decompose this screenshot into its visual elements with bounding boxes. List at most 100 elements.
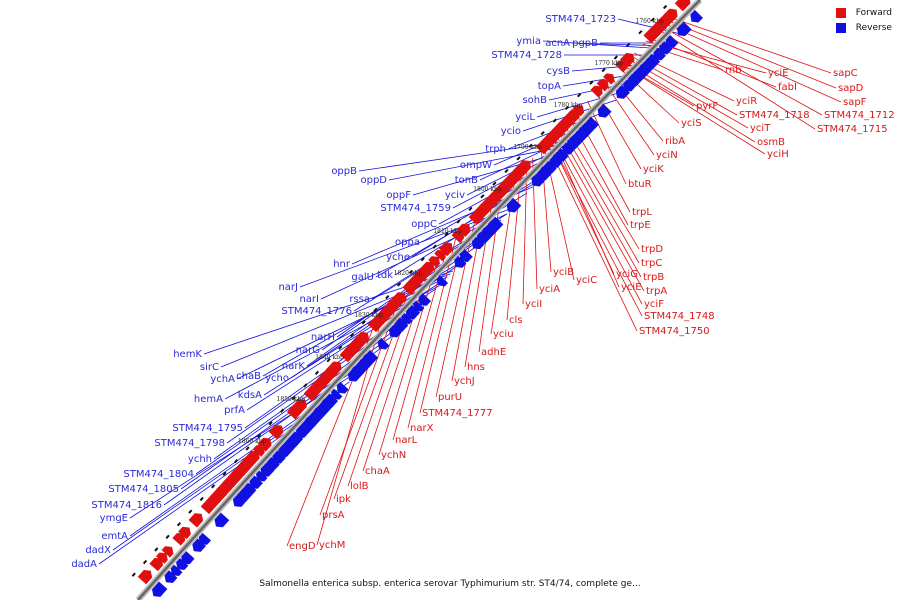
gene-label-reverse[interactable]: oppF bbox=[386, 190, 411, 201]
gene-label-reverse[interactable]: hnr bbox=[333, 259, 351, 270]
gene-label-reverse[interactable]: acnA bbox=[545, 38, 570, 49]
gene-label-reverse[interactable]: yciv bbox=[445, 190, 465, 201]
gene-label-forward[interactable]: yciA bbox=[539, 284, 560, 295]
gene-label-reverse[interactable]: yciL bbox=[515, 112, 535, 123]
gene-label-forward[interactable]: trpE bbox=[630, 220, 651, 231]
forward-gene[interactable] bbox=[421, 261, 435, 275]
gene-label-reverse[interactable]: STM474_1798 bbox=[154, 438, 225, 449]
gene-label-reverse[interactable]: STM474_1728 bbox=[491, 50, 562, 61]
gene-label-reverse[interactable]: trph bbox=[485, 144, 506, 155]
gene-label-forward[interactable]: yciT bbox=[750, 123, 771, 134]
gene-label-forward[interactable]: btuR bbox=[628, 179, 652, 190]
gene-label-reverse[interactable]: dadA bbox=[71, 559, 97, 570]
gene-label-forward[interactable]: trpB bbox=[643, 272, 664, 283]
forward-gene[interactable] bbox=[596, 79, 609, 92]
gene-label-forward[interactable]: yciC bbox=[576, 275, 597, 286]
gene-label-reverse[interactable]: cysB bbox=[547, 66, 571, 77]
reverse-gene[interactable] bbox=[255, 470, 268, 482]
reverse-gene[interactable] bbox=[336, 381, 349, 394]
gene-label-forward[interactable]: ribA bbox=[665, 136, 685, 147]
reverse-gene[interactable] bbox=[597, 103, 612, 118]
gene-label-reverse[interactable]: STM474_1816 bbox=[91, 500, 162, 511]
gene-label-reverse[interactable]: ychh bbox=[188, 454, 212, 465]
gene-label-forward[interactable]: trpD bbox=[641, 244, 663, 255]
gene-label-reverse[interactable]: emtA bbox=[101, 531, 128, 542]
forward-gene[interactable] bbox=[603, 73, 615, 85]
forward-gene[interactable] bbox=[674, 0, 691, 12]
gene-label-reverse[interactable]: STM474_1805 bbox=[108, 484, 179, 495]
gene-label-forward[interactable]: STM474_1718 bbox=[739, 110, 810, 121]
gene-label-reverse[interactable]: oppC bbox=[411, 219, 437, 230]
gene-label-reverse[interactable]: tdk bbox=[377, 270, 393, 281]
gene-label-forward[interactable]: sapC bbox=[833, 68, 858, 79]
reverse-gene[interactable] bbox=[192, 538, 207, 552]
reverse-gene[interactable] bbox=[377, 337, 390, 350]
reverse-gene[interactable] bbox=[249, 475, 263, 489]
gene-label-forward[interactable]: STM474_1777 bbox=[422, 408, 493, 419]
gene-label-reverse[interactable]: ychA bbox=[210, 374, 235, 385]
gene-label-reverse[interactable]: prfA bbox=[224, 405, 245, 416]
gene-label-forward[interactable]: ychM bbox=[319, 540, 345, 551]
reverse-gene[interactable] bbox=[170, 564, 183, 577]
reverse-gene[interactable] bbox=[289, 431, 304, 445]
reverse-gene[interactable] bbox=[214, 512, 230, 528]
gene-label-reverse[interactable]: sohB bbox=[522, 95, 547, 106]
gene-label-forward[interactable]: yciS bbox=[681, 118, 702, 129]
gene-label-reverse[interactable]: ompW bbox=[460, 160, 492, 171]
reverse-gene[interactable] bbox=[506, 197, 522, 213]
forward-gene[interactable] bbox=[268, 424, 284, 440]
forward-gene[interactable] bbox=[188, 513, 204, 528]
forward-gene[interactable] bbox=[137, 569, 153, 585]
gene-label-reverse[interactable]: sirC bbox=[200, 362, 219, 373]
forward-gene[interactable] bbox=[257, 437, 272, 452]
gene-label-forward[interactable]: yciE bbox=[768, 68, 789, 79]
forward-gene[interactable] bbox=[428, 256, 440, 268]
gene-label-forward[interactable]: trpC bbox=[641, 258, 662, 269]
forward-gene[interactable] bbox=[456, 223, 471, 238]
gene-label-forward[interactable]: yciR bbox=[736, 96, 757, 107]
gene-label-forward[interactable]: chaA bbox=[365, 466, 390, 477]
reverse-gene[interactable] bbox=[330, 388, 343, 400]
forward-gene[interactable] bbox=[619, 52, 635, 68]
gene-label-forward[interactable]: yciF bbox=[644, 299, 664, 310]
gene-label-forward[interactable]: yciI bbox=[525, 299, 542, 310]
gene-label-reverse[interactable]: narH bbox=[311, 332, 335, 343]
gene-label-forward[interactable]: engD bbox=[289, 541, 316, 552]
gene-label-forward[interactable]: yciE bbox=[621, 282, 642, 293]
reverse-gene[interactable] bbox=[665, 34, 679, 48]
gene-label-forward[interactable]: lolB bbox=[350, 481, 369, 492]
gene-label-forward[interactable]: sapF bbox=[843, 97, 867, 108]
gene-label-forward[interactable]: trpL bbox=[632, 207, 652, 218]
gene-label-reverse[interactable]: topA bbox=[538, 81, 561, 92]
forward-gene[interactable] bbox=[246, 450, 260, 464]
forward-gene[interactable] bbox=[155, 552, 168, 564]
gene-label-reverse[interactable]: ymia bbox=[516, 36, 541, 47]
gene-label-forward[interactable]: purU bbox=[438, 392, 462, 403]
gene-label-reverse[interactable]: STM474_1759 bbox=[380, 203, 451, 214]
gene-label-reverse[interactable]: dadX bbox=[85, 545, 111, 556]
gene-label-forward[interactable]: trpA bbox=[646, 286, 667, 297]
gene-label-reverse[interactable]: ycio bbox=[501, 126, 521, 137]
forward-gene[interactable] bbox=[357, 331, 370, 344]
gene-label-forward[interactable]: yciH bbox=[767, 149, 789, 160]
reverse-gene[interactable] bbox=[198, 532, 212, 545]
gene-label-reverse[interactable]: ycho bbox=[265, 373, 289, 384]
gene-label-reverse[interactable]: narG bbox=[296, 345, 320, 356]
forward-gene[interactable] bbox=[161, 546, 174, 558]
reverse-gene[interactable] bbox=[412, 300, 425, 312]
gene-label-forward[interactable]: narX bbox=[410, 423, 434, 434]
gene-label-forward[interactable]: rnb bbox=[725, 65, 742, 76]
gene-label-reverse[interactable]: tonB bbox=[455, 175, 478, 186]
gene-label-forward[interactable]: pyrF bbox=[696, 101, 718, 112]
gene-label-forward[interactable]: fabI bbox=[778, 82, 797, 93]
gene-label-forward[interactable]: cls bbox=[509, 315, 523, 326]
reverse-gene[interactable] bbox=[164, 570, 178, 583]
reverse-gene[interactable] bbox=[418, 293, 432, 306]
reverse-gene[interactable] bbox=[393, 317, 409, 332]
gene-label-reverse[interactable]: yche bbox=[386, 252, 410, 263]
gene-label-reverse[interactable]: narI bbox=[299, 294, 319, 305]
forward-gene[interactable] bbox=[178, 526, 191, 540]
reverse-gene[interactable] bbox=[181, 551, 195, 565]
gene-label-reverse[interactable]: oppD bbox=[360, 175, 387, 186]
gene-label-forward[interactable]: osmB bbox=[757, 137, 785, 148]
